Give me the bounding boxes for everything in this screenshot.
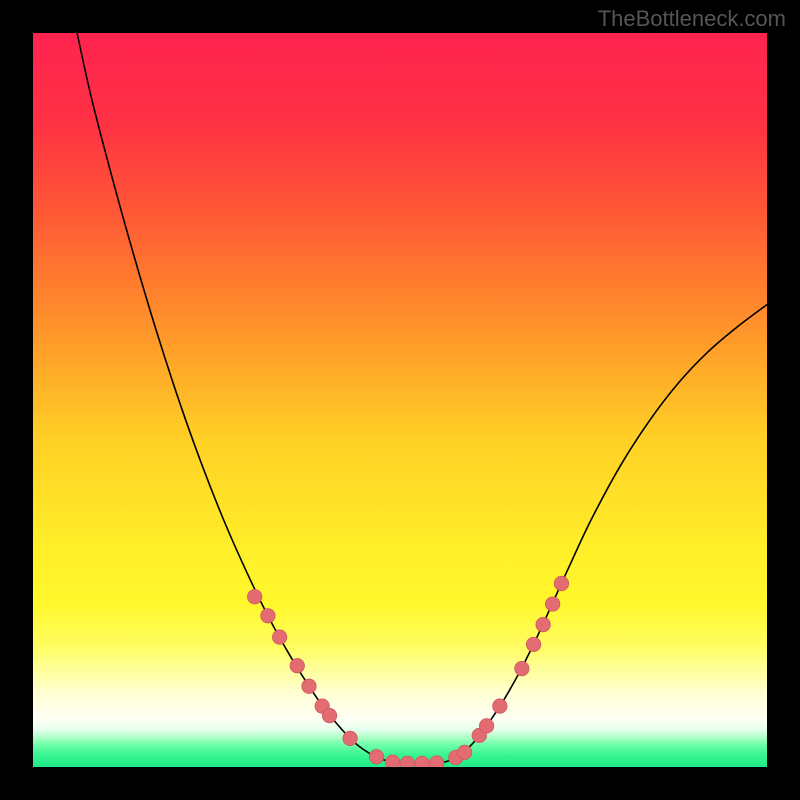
data-point (493, 699, 507, 713)
data-point (369, 750, 383, 764)
data-point (322, 708, 336, 722)
data-point (457, 745, 471, 759)
data-point (385, 755, 399, 767)
data-point (343, 731, 357, 745)
data-point (302, 679, 316, 693)
data-point (545, 597, 559, 611)
data-point (415, 756, 429, 767)
data-point (554, 576, 568, 590)
chart-container: TheBottleneck.com (0, 0, 800, 800)
plot-area (33, 33, 767, 767)
data-point (290, 659, 304, 673)
data-point (430, 756, 444, 767)
data-point (400, 756, 414, 767)
data-point (536, 617, 550, 631)
data-point (526, 637, 540, 651)
bottleneck-curve-chart (33, 33, 767, 767)
data-point (479, 719, 493, 733)
data-point (272, 630, 286, 644)
data-point (261, 609, 275, 623)
data-point (247, 590, 261, 604)
data-point (515, 661, 529, 675)
watermark-text: TheBottleneck.com (598, 6, 786, 32)
